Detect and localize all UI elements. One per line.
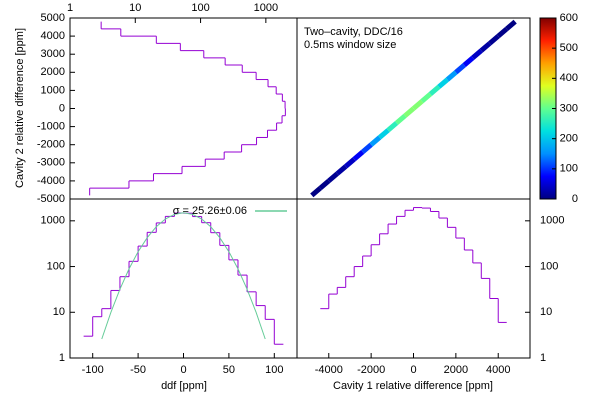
y-tick-label: 1000 xyxy=(540,215,564,227)
x-tick-label: 0 xyxy=(180,364,186,376)
colorbar-tick-label: 400 xyxy=(560,72,578,84)
heatmap-cell xyxy=(310,186,322,198)
heatmap-cell xyxy=(403,106,416,118)
x-tick-label: 50 xyxy=(223,364,235,376)
y-tick-label: 10 xyxy=(540,306,552,318)
colorbar-tick-label: 300 xyxy=(560,102,578,114)
heatmap-cell xyxy=(318,178,331,191)
y-tick-label: 100 xyxy=(540,260,558,272)
heatmap-cell xyxy=(454,63,466,75)
heatmap-cell xyxy=(428,84,441,96)
y-tick-label: 5000 xyxy=(41,12,65,24)
y-tick-label: 0 xyxy=(59,102,65,114)
heatmap-cell xyxy=(344,157,356,169)
x-tick-label: 0 xyxy=(410,364,416,376)
heatmap-cell xyxy=(411,99,424,111)
x-axis-label: ddf [ppm] xyxy=(161,380,207,392)
y-tick-label: -5000 xyxy=(37,193,65,205)
x-axis-label: Cavity 1 relative difference [ppm] xyxy=(333,380,493,392)
x-tick-label: 4000 xyxy=(486,364,510,376)
y-tick-label: 100 xyxy=(47,260,65,272)
heatmap-cell xyxy=(420,92,433,104)
heatmap-cell xyxy=(496,26,509,39)
heatmap-cell xyxy=(352,150,365,162)
plot-frame xyxy=(69,17,531,359)
heatmap-cell xyxy=(377,128,390,140)
colorbar-tick-label: 600 xyxy=(560,12,578,24)
y-tick-label: 1 xyxy=(540,352,546,364)
y-tick-label: -3000 xyxy=(37,157,65,169)
annotation: Two–cavity, DDC/16 xyxy=(304,26,403,38)
x-tick-label: 100 xyxy=(191,2,209,14)
y-axis-label: Cavity 2 relative difference [ppm] xyxy=(14,28,26,188)
x-tick-label: 1 xyxy=(67,2,73,14)
x-tick-label: 10 xyxy=(129,2,141,14)
heatmap-cell xyxy=(479,41,492,53)
x-tick-label: 1000 xyxy=(254,2,278,14)
x-tick-label: -4000 xyxy=(315,364,343,376)
heatmap-cell xyxy=(335,164,348,176)
x-tick-label: -100 xyxy=(82,364,104,376)
y-tick-label: 1000 xyxy=(41,84,65,96)
heatmap-cell xyxy=(462,55,475,67)
heatmap-cell xyxy=(505,19,517,31)
fit-line xyxy=(101,212,266,340)
heatmap-cell xyxy=(445,70,458,82)
x-tick-label: 100 xyxy=(265,364,283,376)
x-tick-label: -2000 xyxy=(357,364,385,376)
y-tick-label: 1000 xyxy=(41,215,65,227)
y-tick-label: 10 xyxy=(53,306,65,318)
colorbar-tick-label: 100 xyxy=(560,163,578,175)
y-tick-label: -2000 xyxy=(37,139,65,151)
colorbar-tick-label: 500 xyxy=(560,42,578,54)
y-tick-label: 3000 xyxy=(41,48,65,60)
annotation: 0.5ms window size xyxy=(304,39,396,51)
heatmap-cell xyxy=(386,121,399,133)
y-tick-label: -1000 xyxy=(37,121,65,133)
x-tick-label: -50 xyxy=(130,364,146,376)
heatmap-cell xyxy=(471,48,483,60)
colorbar-tick-label: 0 xyxy=(572,193,578,205)
heatmap-cell xyxy=(369,135,382,147)
heatmap-cell xyxy=(437,77,450,89)
y-tick-label: -4000 xyxy=(37,175,65,187)
y-tick-label: 1 xyxy=(59,352,65,364)
heatmap-cell xyxy=(361,142,373,154)
y-tick-label: 4000 xyxy=(41,30,65,42)
heatmap-cell xyxy=(394,113,407,125)
y-tick-label: 2000 xyxy=(41,66,65,78)
heatmap-cell xyxy=(327,171,339,183)
colorbar-tick-label: 200 xyxy=(560,133,578,145)
heatmap-cell xyxy=(488,34,500,46)
legend-label: σ = 25.26±0.06 xyxy=(173,205,247,217)
x-tick-label: 2000 xyxy=(444,364,468,376)
